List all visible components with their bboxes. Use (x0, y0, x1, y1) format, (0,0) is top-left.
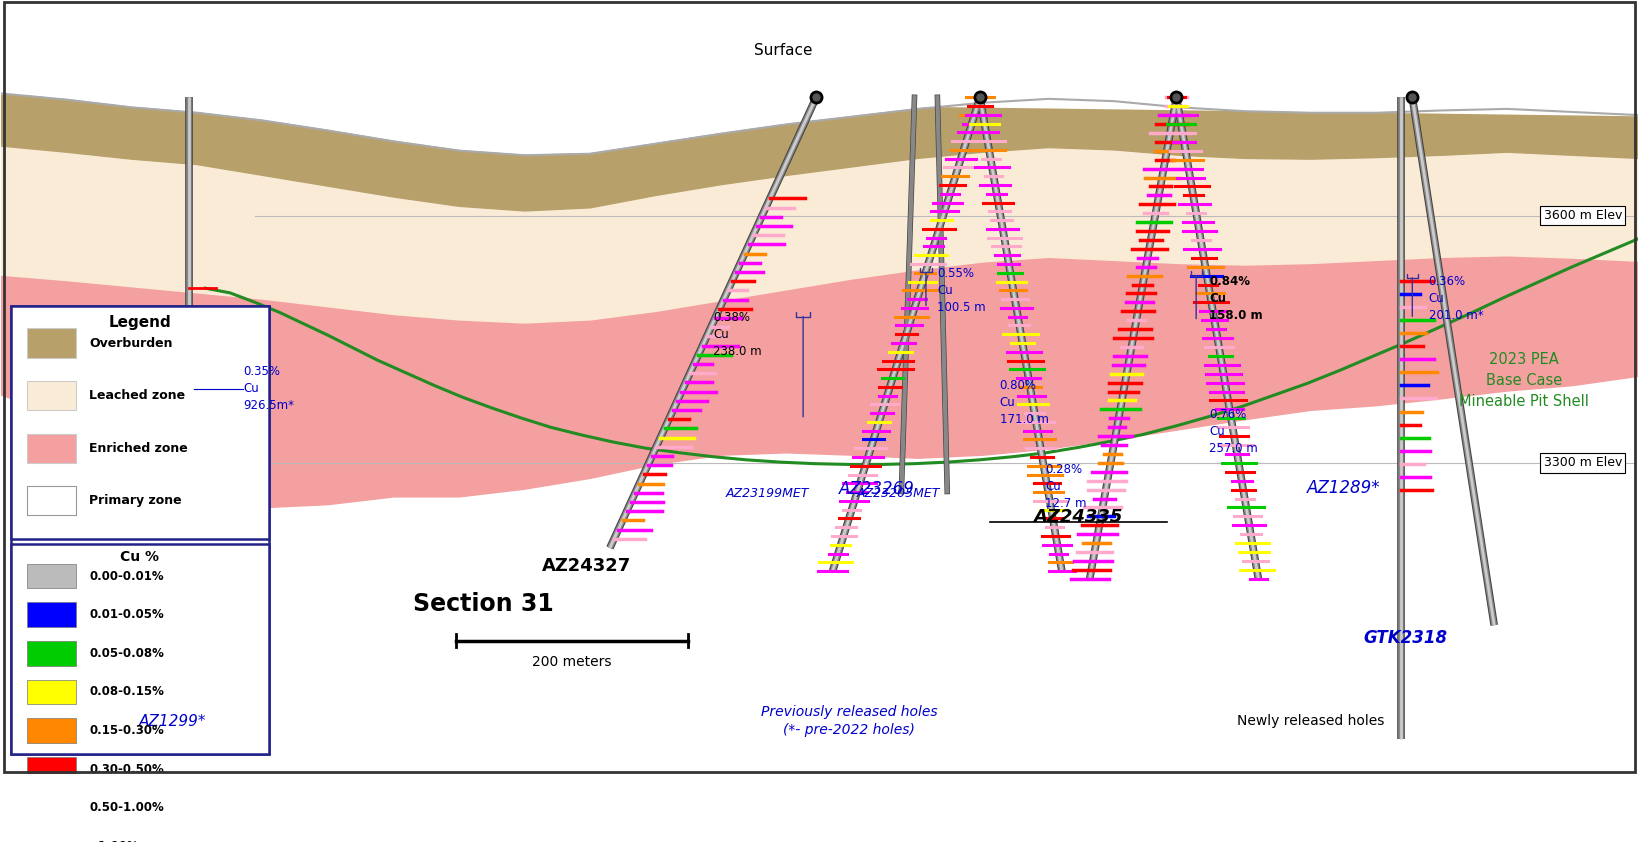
Text: Enriched zone: Enriched zone (89, 442, 188, 455)
Text: 0.08-0.15%: 0.08-0.15% (89, 685, 164, 699)
Polygon shape (0, 146, 1639, 323)
Polygon shape (0, 93, 1639, 211)
Bar (26, 563, 75, 589)
Text: 0.38%
Cu
238.0 m: 0.38% Cu 238.0 m (713, 311, 762, 358)
Text: AZ1289*: AZ1289* (1306, 478, 1380, 497)
Text: AZ24335: AZ24335 (1034, 508, 1123, 526)
Text: 0.84%
Cu
158.0 m: 0.84% Cu 158.0 m (1210, 274, 1264, 322)
Text: 0.01-0.05%: 0.01-0.05% (89, 608, 164, 621)
Text: AZ23205MET: AZ23205MET (857, 488, 939, 500)
Text: Overburden: Overburden (89, 337, 172, 349)
Text: 0.36%
Cu
201.0 m*: 0.36% Cu 201.0 m* (1429, 274, 1483, 322)
Bar (26, 434, 75, 463)
Text: 3600 m Elev: 3600 m Elev (1544, 209, 1623, 222)
Text: Previously released holes
(*- pre-2022 holes): Previously released holes (*- pre-2022 h… (760, 705, 938, 738)
Text: Surface: Surface (754, 44, 813, 58)
Bar (26, 679, 75, 705)
Bar (26, 486, 75, 515)
Text: 0.50-1.00%: 0.50-1.00% (89, 802, 164, 814)
Bar (26, 796, 75, 820)
Text: 0.76%
Cu
257.0 m: 0.76% Cu 257.0 m (1210, 408, 1259, 456)
Text: GTK2318: GTK2318 (1364, 629, 1447, 647)
Text: 0.15-0.30%: 0.15-0.30% (89, 724, 164, 737)
Text: Primary zone: Primary zone (89, 494, 182, 507)
Text: 0.80%
Cu
171.0 m: 0.80% Cu 171.0 m (1000, 379, 1049, 426)
Text: AZ1299*: AZ1299* (139, 713, 207, 728)
Text: AZ23269: AZ23269 (839, 480, 915, 498)
Text: 200 meters: 200 meters (533, 655, 611, 669)
Bar (26, 602, 75, 627)
Text: 0.35%
Cu
926.5m*: 0.35% Cu 926.5m* (243, 365, 293, 413)
Text: Newly released holes: Newly released holes (1237, 714, 1385, 728)
Text: 0.55%
Cu
100.5 m: 0.55% Cu 100.5 m (938, 267, 987, 314)
Text: AZ23199MET: AZ23199MET (726, 488, 808, 500)
Text: 3300 m Elev: 3300 m Elev (1544, 456, 1623, 469)
Text: 0.05-0.08%: 0.05-0.08% (89, 647, 164, 660)
Text: Cu %: Cu % (120, 550, 159, 564)
Text: Section 31: Section 31 (413, 592, 554, 616)
Bar (10, 306, 269, 539)
Bar (10, 544, 269, 754)
Text: 0.30-0.50%: 0.30-0.50% (89, 763, 164, 775)
Text: 0.28%
Cu
12.7 m: 0.28% Cu 12.7 m (1046, 462, 1087, 509)
Bar (10, 306, 269, 754)
Text: >1.00%: >1.00% (89, 840, 139, 842)
Bar (26, 328, 75, 358)
Bar (26, 718, 75, 743)
Text: Legend: Legend (108, 315, 170, 330)
Bar (26, 757, 75, 781)
Text: AZ24327: AZ24327 (543, 557, 631, 575)
Text: 2023 PEA
Base Case
Mineable Pit Shell: 2023 PEA Base Case Mineable Pit Shell (1459, 353, 1588, 409)
Bar (26, 834, 75, 842)
Text: 0.00-0.01%: 0.00-0.01% (89, 569, 164, 583)
Bar (26, 381, 75, 410)
Polygon shape (0, 256, 1639, 508)
Polygon shape (0, 256, 1639, 774)
Text: Leached zone: Leached zone (89, 389, 185, 402)
Bar (26, 641, 75, 666)
